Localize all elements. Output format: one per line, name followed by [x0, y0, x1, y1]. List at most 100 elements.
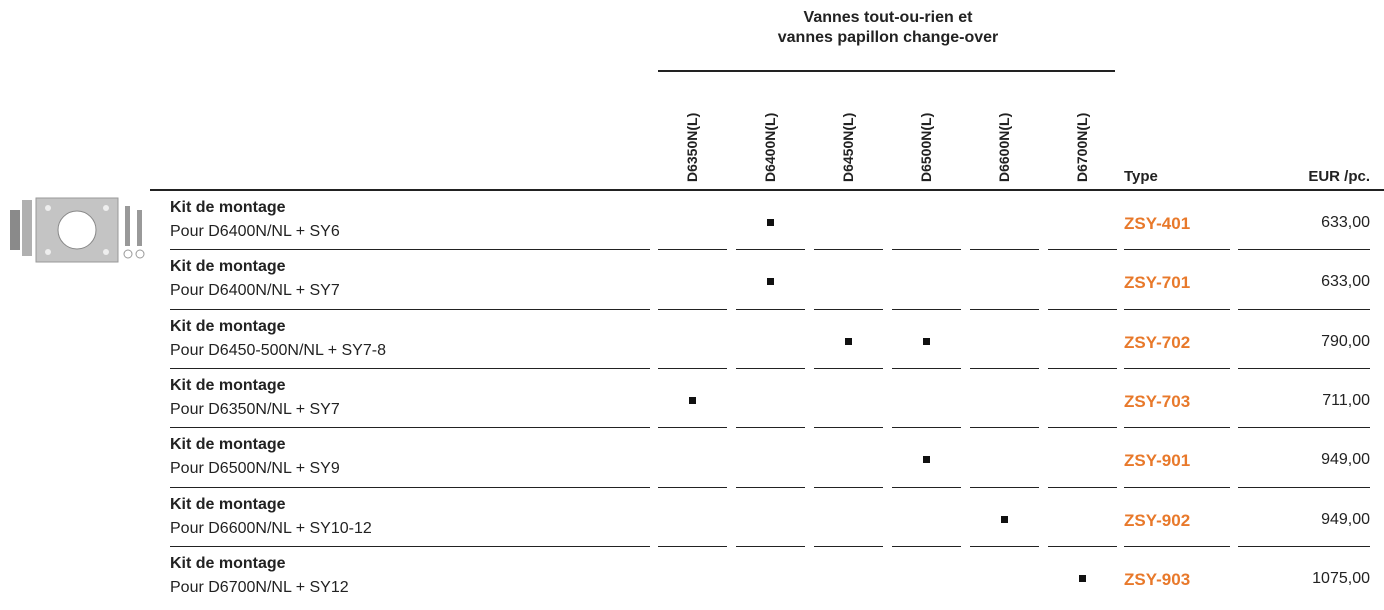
column-header: D6400N(L) [762, 112, 778, 182]
column-header: D6700N(L) [1074, 112, 1090, 182]
column-header: D6450N(L) [840, 112, 856, 182]
price-header: EUR /pc. [1308, 168, 1370, 185]
row-rule [170, 308, 650, 310]
row-title: Kit de montage [170, 199, 286, 216]
row-rule [814, 427, 883, 429]
row-rule [170, 249, 650, 251]
row-title: Kit de montage [170, 495, 286, 513]
price: 711,00 [1322, 391, 1370, 409]
row-rule [970, 486, 1039, 488]
type-code: ZSY-401 [1124, 214, 1191, 233]
row-rule [736, 486, 805, 488]
type-code: ZSY-701 [1124, 273, 1191, 293]
row-subtitle: Pour D6350N/NL + SY7 [170, 400, 340, 418]
row-rule [1238, 545, 1370, 547]
type-code: ZSY-702 [1124, 332, 1191, 352]
row-rule [892, 308, 961, 310]
row-rule [1048, 545, 1117, 547]
mark [845, 337, 852, 345]
row-rule [736, 427, 805, 429]
group-rule [658, 70, 1115, 72]
row-rule [1238, 427, 1370, 429]
row-rule [970, 545, 1039, 547]
row-rule [1238, 486, 1370, 488]
header-rule [150, 189, 1384, 191]
row-rule [658, 545, 727, 547]
row-rule [1124, 545, 1230, 547]
row-subtitle: Pour D6500N/NL + SY9 [170, 460, 340, 478]
row-rule [1048, 249, 1117, 251]
row-rule [970, 427, 1039, 429]
row-rule [1238, 367, 1370, 369]
row-rule [892, 249, 961, 251]
row-rule [814, 367, 883, 369]
row-title: Kit de montage [170, 554, 286, 572]
group-header: Vannes tout-ou-rien et vannes papillon c… [658, 8, 1118, 48]
row-rule [1048, 367, 1117, 369]
row-rule [170, 545, 650, 547]
mark [767, 219, 774, 226]
row-subtitle: Pour D6450-500N/NL + SY7-8 [170, 341, 386, 359]
row-rule [170, 486, 650, 488]
row-subtitle: Pour D6600N/NL + SY10-12 [170, 519, 372, 537]
row-rule [1124, 427, 1230, 429]
row-rule [658, 367, 727, 369]
type-code: ZSY-902 [1124, 510, 1191, 530]
row-rule [814, 486, 883, 488]
type-code: ZSY-901 [1124, 451, 1191, 471]
mark [1001, 515, 1008, 523]
row-subtitle: Pour D6400N/NL + SY7 [170, 282, 340, 300]
row-rule [1124, 308, 1230, 310]
row-title: Kit de montage [170, 258, 286, 276]
row-rule [970, 308, 1039, 310]
row-rule [892, 486, 961, 488]
row-rule [658, 427, 727, 429]
mark [767, 278, 774, 286]
row-rule [1124, 367, 1230, 369]
column-header: D6600N(L) [996, 112, 1012, 182]
row-rule [736, 545, 805, 547]
row-rule [1124, 486, 1230, 488]
group-line: vannes papillon change-over [777, 29, 999, 46]
mark [923, 337, 930, 345]
row-rule [1238, 308, 1370, 310]
row-rule [736, 367, 805, 369]
type-header: Type [1124, 168, 1158, 185]
row-rule [736, 249, 805, 251]
mark [1079, 574, 1086, 582]
row-rule [658, 249, 727, 251]
product-image [10, 197, 145, 263]
group-line: Vannes tout-ou-rien et [803, 9, 973, 26]
price: 1075,00 [1312, 569, 1370, 587]
column-header: D6350N(L) [684, 112, 700, 182]
row-rule [1238, 249, 1370, 251]
row-rule [170, 427, 650, 429]
price: 790,00 [1321, 332, 1370, 350]
price: 633,00 [1321, 214, 1370, 231]
type-code: ZSY-903 [1124, 569, 1191, 589]
row-rule [892, 367, 961, 369]
row-rule [658, 308, 727, 310]
row-rule [892, 545, 961, 547]
price: 633,00 [1321, 273, 1370, 291]
row-rule [970, 249, 1039, 251]
row-rule [1048, 486, 1117, 488]
row-rule [1124, 249, 1230, 251]
row-subtitle: Pour D6400N/NL + SY6 [170, 223, 340, 240]
price: 949,00 [1321, 510, 1370, 528]
row-title: Kit de montage [170, 436, 286, 454]
row-rule [1048, 308, 1117, 310]
column-header: D6500N(L) [918, 112, 934, 182]
row-rule [892, 427, 961, 429]
row-rule [814, 545, 883, 547]
row-rule [814, 249, 883, 251]
row-title: Kit de montage [170, 376, 286, 394]
row-rule [814, 308, 883, 310]
row-rule [1048, 427, 1117, 429]
row-rule [658, 486, 727, 488]
mark [689, 396, 696, 404]
row-rule [970, 367, 1039, 369]
price: 949,00 [1321, 451, 1370, 469]
row-rule [170, 367, 650, 369]
